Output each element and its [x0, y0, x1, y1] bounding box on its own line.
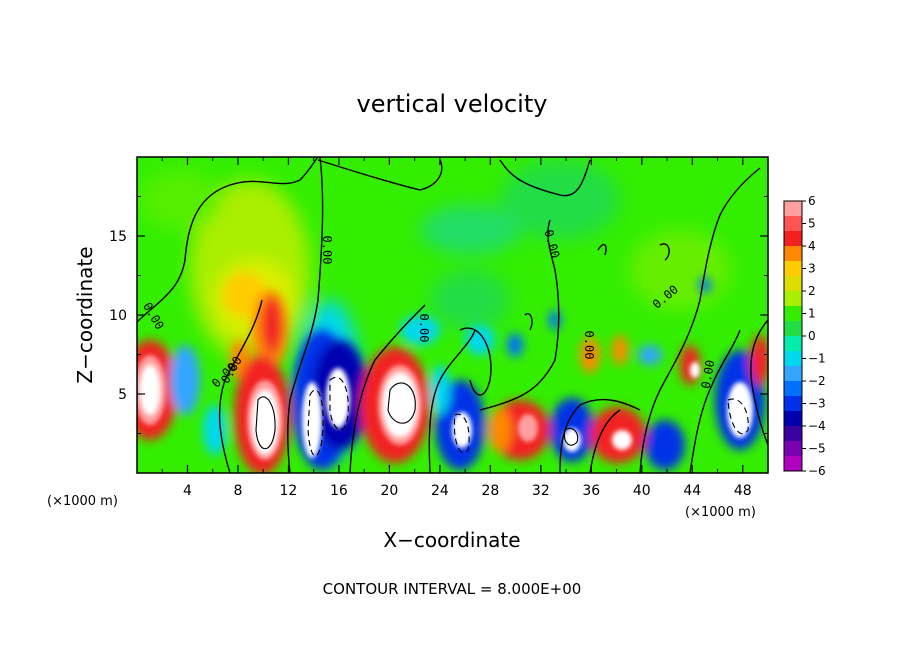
x-tick-label: 40	[633, 483, 651, 499]
colorbar-tick-label: 4	[808, 239, 816, 253]
colorbar-swatch	[784, 411, 802, 427]
contour-zero	[479, 219, 560, 411]
colorbar-tick-label: −4	[808, 419, 826, 433]
colorbar-swatch	[784, 246, 802, 262]
heatmap-field	[137, 157, 768, 473]
contour-negative	[453, 413, 470, 453]
colorbar-swatch	[784, 426, 802, 442]
contour-zero	[589, 409, 621, 473]
colorbar-swatch	[784, 381, 802, 397]
x-unit-left: (×1000 m)	[47, 494, 118, 509]
colorbar-tick-label: 3	[808, 262, 816, 276]
y-tick-label: 10	[109, 308, 127, 324]
colorbar-tick-label: 0	[808, 329, 816, 343]
contour-lines	[137, 157, 768, 473]
colorbar-swatch	[784, 456, 802, 472]
contour-label: 0.00	[417, 314, 431, 343]
colorbar-swatch	[784, 396, 802, 412]
contour-label: 0.00	[582, 331, 596, 360]
x-tick-label: 24	[431, 483, 449, 499]
y-axis-label: Z−coordinate	[73, 246, 97, 383]
contour-zero	[597, 243, 607, 256]
x-tick-label: 8	[233, 483, 242, 499]
colorbar-tick-label: 1	[808, 307, 816, 321]
contour-label: 0.00	[320, 236, 334, 265]
colorbar-tick-label: −1	[808, 352, 826, 366]
x-axis-label: X−coordinate	[383, 528, 520, 552]
y-ticks: 5 10 15	[109, 196, 768, 434]
colorbar-swatch	[784, 291, 802, 307]
contour-positive	[255, 396, 276, 450]
y-tick-label: 15	[109, 229, 127, 245]
contour-zero	[559, 398, 641, 473]
colorbar-swatch	[784, 231, 802, 247]
x-unit-right: (×1000 m)	[685, 505, 756, 520]
contour-zero	[689, 329, 741, 473]
contour-zero	[317, 159, 443, 191]
contour-negative	[329, 377, 349, 431]
contour-interval-footer: CONTOUR INTERVAL = 8.000E+00	[323, 580, 582, 598]
x-tick-label: 48	[734, 483, 752, 499]
contour-lines-positive-core	[255, 382, 579, 450]
colorbar-swatch	[784, 336, 802, 352]
contour-zero	[639, 167, 761, 473]
contour-zero	[286, 157, 324, 473]
x-tick-label: 32	[532, 483, 550, 499]
x-tick-label: 16	[330, 483, 348, 499]
colorbar-swatch	[784, 261, 802, 277]
colorbar-tick-label: −3	[808, 397, 826, 411]
contour-zero	[499, 159, 591, 197]
contour-zero	[750, 319, 768, 446]
colorbar-swatch	[784, 276, 802, 292]
colorbar-swatch	[784, 366, 802, 382]
colorbar-swatch	[784, 351, 802, 367]
contour-lines-negative	[307, 377, 749, 457]
contour-label: 0.00	[699, 359, 718, 390]
x-tick-label: 20	[380, 483, 398, 499]
colorbar-swatch	[784, 306, 802, 322]
colorbar-tick-label: −6	[808, 464, 826, 478]
colorbar-tick-label: −5	[808, 442, 826, 456]
x-tick-label: 4	[183, 483, 192, 499]
colorbar-swatch	[784, 201, 802, 217]
contour-positive	[563, 427, 579, 446]
colorbar-swatch	[784, 441, 802, 457]
contour-positive	[387, 382, 416, 424]
contour-zero	[349, 304, 426, 473]
contour-zero	[137, 157, 319, 323]
contour-zero	[659, 243, 670, 261]
colorbar-tick-label: −2	[808, 374, 826, 388]
contour-negative	[727, 398, 749, 435]
x-tick-label: 28	[481, 483, 499, 499]
x-tick-label: 12	[280, 483, 298, 499]
chart-title: vertical velocity	[357, 90, 548, 118]
y-tick-label: 5	[118, 387, 127, 403]
contour-zero	[524, 313, 533, 331]
colorbar-swatch	[784, 216, 802, 232]
contour-zero	[218, 299, 263, 473]
contour-zero	[459, 327, 492, 396]
x-tick-label: 36	[582, 483, 600, 499]
colorbar-swatch	[784, 321, 802, 337]
contour-zero	[428, 329, 476, 473]
colorbar: 6 5 4 3 2 1 0 −1 −2 −3 −4 −5 −6	[783, 194, 826, 478]
colorbar-tick-label: 2	[808, 284, 816, 298]
x-ticks: 4 8 12 16 20 24 28 32 36 40 44 48	[161, 157, 752, 499]
colorbar-tick-label: 6	[808, 194, 816, 208]
x-tick-label: 44	[683, 483, 701, 499]
colorbar-tick-label: 5	[808, 217, 816, 231]
contour-negative	[307, 389, 324, 457]
